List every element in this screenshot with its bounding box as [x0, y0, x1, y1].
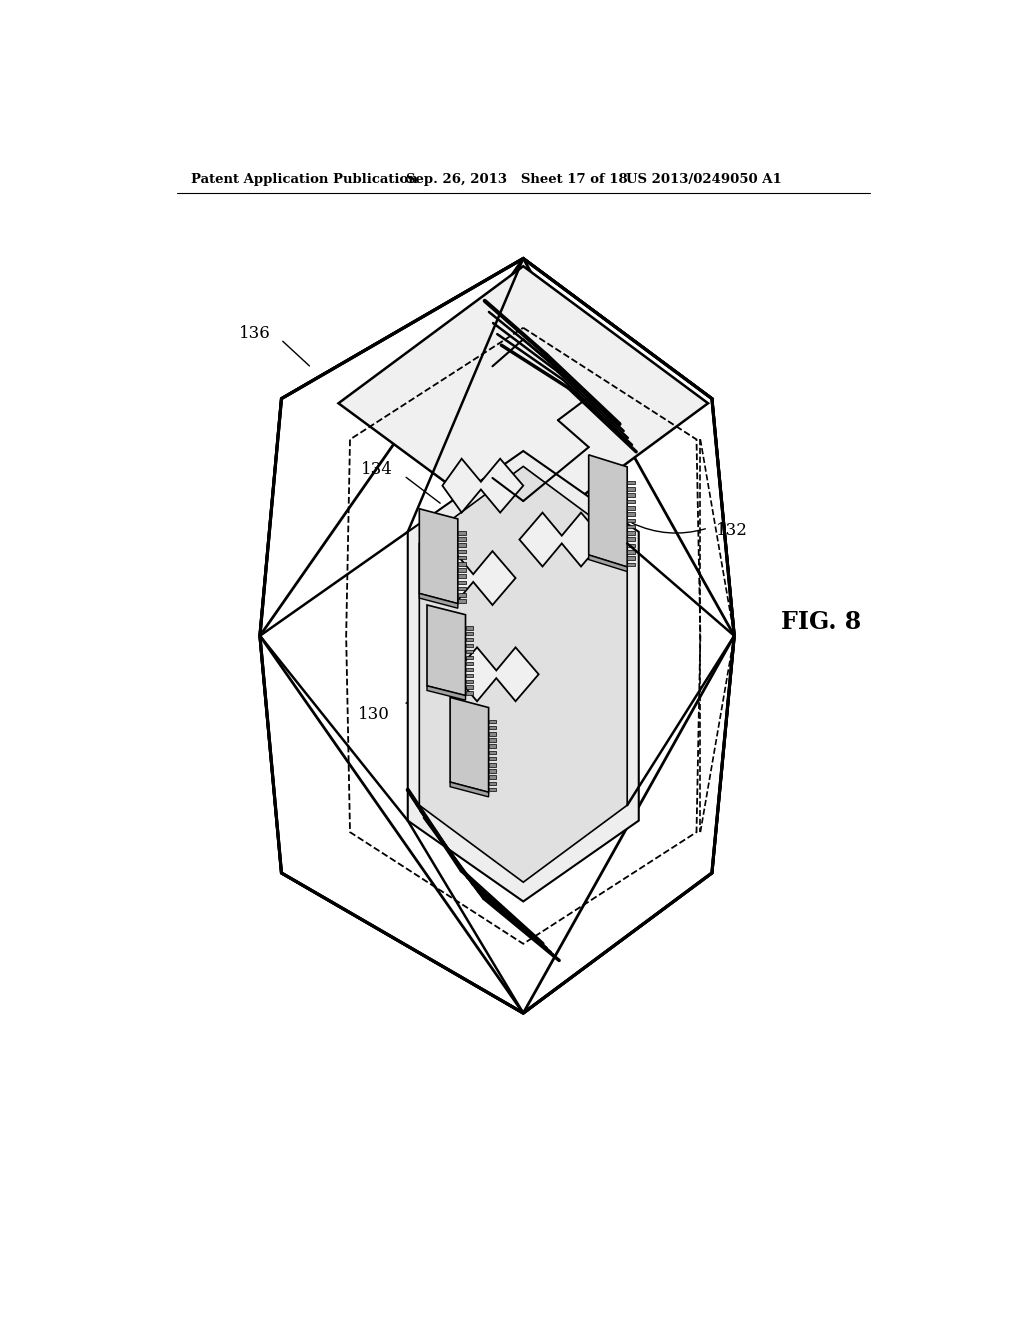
Polygon shape: [628, 525, 635, 528]
Polygon shape: [454, 647, 539, 701]
Polygon shape: [523, 259, 734, 636]
Text: Patent Application Publication: Patent Application Publication: [190, 173, 418, 186]
Polygon shape: [458, 599, 466, 603]
Polygon shape: [260, 259, 523, 636]
Polygon shape: [458, 562, 466, 565]
Polygon shape: [466, 673, 473, 677]
Polygon shape: [260, 259, 734, 1014]
Polygon shape: [419, 594, 458, 609]
Polygon shape: [419, 466, 628, 882]
Text: US 2013/0249050 A1: US 2013/0249050 A1: [626, 173, 781, 186]
Polygon shape: [628, 512, 635, 516]
Polygon shape: [519, 512, 604, 566]
Polygon shape: [458, 587, 466, 590]
Polygon shape: [628, 544, 635, 548]
Polygon shape: [488, 763, 497, 767]
Polygon shape: [628, 506, 635, 510]
Polygon shape: [466, 626, 473, 630]
Text: 136: 136: [239, 326, 270, 342]
Polygon shape: [466, 632, 473, 635]
Polygon shape: [488, 788, 497, 792]
Polygon shape: [458, 544, 466, 546]
Polygon shape: [628, 556, 635, 560]
Polygon shape: [488, 726, 497, 730]
Polygon shape: [628, 487, 635, 491]
Polygon shape: [523, 636, 734, 1014]
Polygon shape: [488, 770, 497, 774]
Polygon shape: [458, 593, 466, 597]
Polygon shape: [488, 733, 497, 735]
Polygon shape: [408, 451, 639, 902]
Polygon shape: [488, 751, 497, 754]
Polygon shape: [488, 738, 497, 742]
Polygon shape: [628, 562, 635, 566]
Polygon shape: [466, 685, 473, 689]
Text: FIG. 8: FIG. 8: [781, 610, 861, 634]
Polygon shape: [442, 459, 523, 512]
Polygon shape: [435, 552, 515, 605]
Polygon shape: [628, 494, 635, 498]
Polygon shape: [466, 656, 473, 659]
Polygon shape: [628, 480, 635, 484]
Polygon shape: [458, 581, 466, 585]
Polygon shape: [628, 550, 635, 553]
Text: Sep. 26, 2013   Sheet 17 of 18: Sep. 26, 2013 Sheet 17 of 18: [407, 173, 628, 186]
Polygon shape: [466, 661, 473, 665]
Polygon shape: [589, 554, 628, 572]
Polygon shape: [628, 537, 635, 541]
Polygon shape: [466, 692, 473, 694]
Polygon shape: [339, 267, 708, 540]
Text: 132: 132: [716, 521, 748, 539]
Polygon shape: [419, 508, 458, 603]
Polygon shape: [589, 455, 628, 568]
Polygon shape: [628, 519, 635, 523]
Polygon shape: [466, 649, 473, 653]
Polygon shape: [488, 719, 497, 723]
Polygon shape: [458, 531, 466, 535]
Text: 130: 130: [357, 706, 389, 723]
Polygon shape: [466, 668, 473, 671]
Polygon shape: [335, 259, 712, 539]
Polygon shape: [451, 697, 488, 792]
Polygon shape: [458, 574, 466, 578]
Polygon shape: [488, 744, 497, 748]
Polygon shape: [466, 680, 473, 682]
Polygon shape: [488, 756, 497, 760]
Polygon shape: [427, 605, 466, 696]
Polygon shape: [451, 781, 488, 797]
Polygon shape: [466, 644, 473, 647]
Polygon shape: [488, 781, 497, 785]
Polygon shape: [458, 549, 466, 553]
Polygon shape: [466, 638, 473, 642]
Polygon shape: [488, 775, 497, 779]
Polygon shape: [628, 500, 635, 503]
Polygon shape: [458, 556, 466, 560]
Polygon shape: [260, 636, 523, 1014]
Text: 134: 134: [360, 461, 392, 478]
Polygon shape: [628, 531, 635, 535]
Polygon shape: [427, 686, 466, 700]
Polygon shape: [458, 537, 466, 541]
Polygon shape: [458, 568, 466, 572]
